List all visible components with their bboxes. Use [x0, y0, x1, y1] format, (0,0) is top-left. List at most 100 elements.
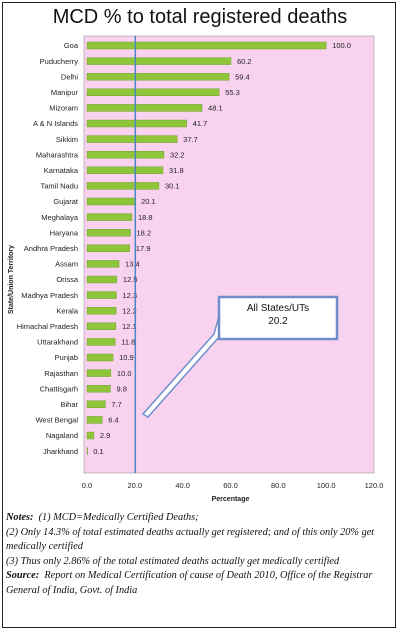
source-text: Report on Medical Certification of cause… [6, 570, 373, 596]
category-label-sikkim: Sikkim [56, 135, 78, 144]
source-label: Source: [6, 570, 40, 582]
value-label-mizoram: 48.1 [208, 104, 223, 113]
bar-rajasthan [86, 369, 112, 377]
value-label-manipur: 55.3 [225, 88, 240, 97]
x-tick-60-0: 60.0 [223, 481, 238, 490]
value-label-maharashtra: 32.2 [170, 150, 185, 159]
value-label-nagaland: 2.9 [100, 431, 110, 440]
bar-himachal-pradesh [86, 322, 117, 330]
category-labels: Goa Puducherry Delhi Manipur Mizoram A & N Is… [17, 41, 79, 456]
value-label-madhya-pradesh: 12.3 [122, 291, 137, 300]
bar-jharkhand [86, 447, 88, 455]
value-label-andhra-pradesh: 17.9 [136, 244, 151, 253]
bar-kerala [86, 307, 117, 315]
bar-delhi [86, 72, 230, 81]
bar-meghalaya [86, 213, 133, 221]
value-label-bihar: 7.7 [111, 400, 121, 409]
value-label-orissa: 12.5 [123, 275, 138, 284]
x-tick-80-0: 80.0 [271, 481, 286, 490]
category-label-orissa: Orissa [56, 275, 78, 284]
category-label-manipur: Manipur [51, 88, 79, 97]
bar-haryana [86, 228, 131, 237]
bar-gujarat [86, 197, 136, 206]
value-label-tamil-nadu: 30.1 [165, 182, 180, 191]
bar-mizoram [86, 104, 203, 112]
plot-area [83, 35, 375, 474]
value-label-rajasthan: 10.0 [117, 369, 132, 378]
callout-title: All States/UTs [246, 303, 310, 314]
y-axis-title: State/Union Territory [8, 245, 15, 314]
category-label-puducherry: Puducherry [40, 57, 79, 66]
bar-goa [86, 41, 327, 50]
value-label-puducherry: 60.2 [237, 57, 252, 66]
notes-label: Notes: [6, 512, 34, 523]
callout-box [217, 295, 339, 341]
category-label-karnataka: Karnataka [44, 166, 79, 175]
source-line: Source: Report on Medical Certification … [6, 569, 394, 598]
bar-west-bengal [86, 416, 103, 424]
bars-group [86, 41, 327, 455]
bar-a-n-islands [86, 119, 187, 128]
note-1: Notes: (1) MCD=Medically Certified Death… [6, 511, 394, 526]
category-label-bihar: Bihar [60, 400, 78, 409]
x-tick-20-0: 20.0 [128, 481, 143, 490]
value-labels: 100.0 60.2 59.4 55.348.141.7 37.7 32.2 31.8 30.… [93, 41, 351, 456]
bar-tamil-nadu [86, 182, 160, 190]
value-label-meghalaya: 18.8 [138, 213, 153, 222]
chart-title: MCD % to total registered deaths [52, 6, 348, 28]
category-label-haryana: Haryana [50, 228, 79, 237]
bar-assam [86, 260, 120, 268]
bar-bihar [86, 400, 106, 408]
category-label-uttarakhand: Uttarakhand [37, 338, 78, 347]
category-label-meghalaya: Meghalaya [41, 213, 79, 222]
category-label-delhi: Delhi [61, 72, 78, 81]
category-label-chattisgarh: Chattisgarh [40, 384, 78, 393]
bar-chattisgarh [86, 385, 111, 393]
bar-sikkim [86, 135, 178, 143]
category-label-west-bengal: West Bengal [36, 416, 79, 425]
value-label-delhi: 59.4 [235, 72, 250, 81]
category-label-tamil-nadu: Tamil Nadu [40, 182, 78, 191]
value-label-chattisgarh: 9.8 [116, 384, 126, 393]
bar-andhra-pradesh [86, 244, 131, 253]
note-1-text: (1) MCD=Medically Certified Deaths; [38, 512, 199, 523]
category-label-maharashtra: Maharashtra [36, 150, 79, 159]
category-label-andhra-pradesh: Andhra Pradesh [24, 244, 78, 253]
value-label-gujarat: 20.1 [141, 197, 156, 206]
value-label-a-n-islands: 41.7 [193, 119, 208, 128]
bar-puducherry [86, 57, 232, 65]
value-label-punjab: 10.9 [119, 353, 134, 362]
bar-uttarakhand [86, 338, 116, 346]
bar-manipur [86, 88, 220, 97]
bar-punjab [86, 353, 114, 362]
callout-value: 20.2 [268, 316, 288, 327]
category-label-punjab: Punjab [55, 353, 78, 362]
bar-madhya-pradesh [86, 291, 117, 299]
value-label-karnataka: 31.8 [169, 166, 184, 175]
value-label-goa: 100.0 [332, 41, 351, 50]
bar-maharashtra [86, 150, 165, 159]
category-label-himachal-pradesh: Himachal Pradesh [17, 322, 78, 331]
category-label-mizoram: Mizoram [49, 104, 78, 113]
value-label-haryana: 18.2 [137, 228, 152, 237]
category-label-a-n-islands: A & N Islands [33, 119, 78, 128]
category-label-gujarat: Gujarat [53, 197, 79, 206]
value-label-uttarakhand: 11.8 [121, 338, 135, 347]
notes-block: Notes: (1) MCD=Medically Certified Death… [6, 511, 394, 599]
x-tick-0-0: 0.0 [82, 481, 92, 490]
bar-orissa [86, 275, 118, 284]
value-label-jharkhand: 0.1 [93, 447, 103, 456]
x-axis-title: Percentage [212, 496, 250, 503]
value-label-himachal-pradesh: 12.1 [122, 322, 137, 331]
bar-chart: Goa Puducherry Delhi Manipur Mizoram A & N Is… [8, 35, 384, 503]
x-tick-120-0: 120.0 [365, 481, 384, 490]
figure-frame [2, 2, 396, 628]
category-label-nagaland: Nagaland [46, 431, 78, 440]
value-label-sikkim: 37.7 [183, 135, 198, 144]
note-3: (3) Thus only 2.86% of the total estimat… [6, 555, 340, 567]
category-label-madhya-pradesh: Madhya Pradesh [21, 291, 78, 300]
value-label-assam: 13.4 [125, 260, 140, 269]
category-label-kerala: Kerala [56, 306, 79, 315]
bar-karnataka [86, 166, 164, 175]
value-label-kerala: 12.2 [122, 306, 137, 315]
